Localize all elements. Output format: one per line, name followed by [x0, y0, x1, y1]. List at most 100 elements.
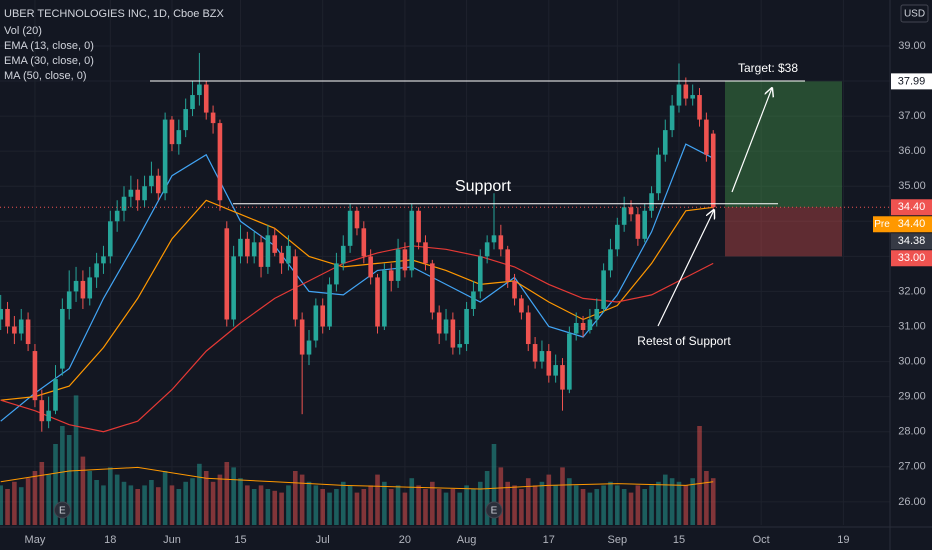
x-tick-label: Jun — [163, 534, 181, 546]
candle-body — [46, 410, 51, 422]
candle-body — [512, 280, 517, 299]
candle-body — [361, 228, 367, 257]
price-label-box — [891, 250, 932, 267]
candle-body — [464, 308, 469, 345]
target-zone — [725, 81, 842, 208]
candle-body — [251, 242, 257, 257]
candle-body — [245, 238, 250, 257]
volume-ma — [0, 466, 714, 490]
volume-bar — [320, 489, 326, 525]
grid-layer — [0, 0, 890, 525]
candle-body — [628, 207, 634, 215]
y-tick-label: 26.00 — [898, 496, 926, 508]
volume-bar — [176, 489, 182, 525]
volume-bar — [169, 485, 175, 525]
volume-bar — [546, 474, 552, 525]
candle-body — [94, 263, 99, 278]
volume-bar — [265, 489, 271, 525]
volume-bar — [231, 467, 236, 525]
currency-box[interactable] — [900, 4, 929, 23]
candle-body — [621, 207, 627, 225]
volume-bar — [25, 478, 31, 525]
candle-body — [546, 351, 552, 376]
volume-bar — [142, 485, 147, 525]
candle-body — [539, 351, 545, 362]
volume-bar — [457, 492, 463, 525]
volume-bar — [416, 485, 421, 525]
candle-body — [676, 84, 682, 106]
candle-body — [101, 256, 106, 264]
volume-bar — [334, 489, 339, 525]
volume-bar — [238, 478, 243, 525]
earnings-label: E — [491, 506, 498, 517]
volume-bar — [395, 485, 401, 525]
candle-body — [121, 196, 127, 211]
volume-bar — [155, 487, 161, 525]
candle-body — [697, 95, 702, 120]
legend-ema30: EMA (30, close, 0) — [4, 55, 94, 67]
volume-bar — [642, 489, 648, 525]
volume-bar — [683, 485, 689, 525]
volume-bar — [464, 485, 469, 525]
candle-body — [18, 319, 24, 334]
candle-body — [169, 119, 175, 145]
currency[interactable]: USD — [904, 9, 925, 20]
indicator-line — [0, 199, 714, 401]
candle-body — [327, 284, 332, 327]
indicator-layer — [0, 143, 714, 433]
volume-bar — [245, 485, 250, 525]
earnings-marker — [53, 501, 71, 519]
y-tick-label: 30.00 — [898, 355, 926, 367]
volume-bar — [46, 474, 51, 525]
candle-body — [395, 249, 401, 281]
target-arrow — [731, 88, 772, 193]
candle-body — [73, 280, 79, 292]
x-tick-label: Aug — [457, 534, 477, 546]
price-label-box — [891, 73, 932, 90]
candle-body — [615, 224, 620, 250]
candle-body — [710, 133, 716, 208]
volume-bar — [313, 485, 319, 525]
price-label: 34.40 — [898, 201, 926, 213]
price-label-box — [891, 216, 932, 233]
volume-bar — [203, 471, 209, 525]
x-tick-label: Sep — [608, 534, 628, 546]
volume-bar — [286, 485, 291, 525]
candle-body — [573, 322, 579, 334]
volume-bar — [635, 485, 641, 525]
candle-body — [375, 277, 380, 327]
volume-bar — [39, 462, 45, 525]
candle-body — [608, 249, 613, 271]
candle-body — [155, 175, 161, 194]
volume-bar — [669, 478, 675, 525]
candle-body — [430, 263, 435, 313]
candle-body — [135, 189, 141, 201]
volume-bar — [347, 485, 353, 525]
volume-bar — [149, 480, 154, 525]
candle-body — [382, 270, 387, 327]
volume-bar — [601, 485, 606, 525]
candle-body — [471, 291, 476, 309]
candle-layer — [0, 52, 716, 432]
price-label: 34.38 — [898, 235, 926, 247]
candle-body — [635, 214, 641, 239]
candle-body — [53, 379, 58, 411]
volume-bar — [484, 471, 490, 525]
volume-bar — [477, 481, 483, 525]
x-tick-label: 17 — [543, 534, 555, 546]
volume-bar — [443, 492, 449, 525]
volume-bar — [12, 481, 17, 525]
volume-bar — [553, 485, 558, 525]
candle-body — [176, 130, 182, 145]
volume-bar — [162, 471, 168, 525]
volume-bar — [53, 444, 58, 525]
candle-body — [162, 119, 168, 194]
candle-body — [272, 235, 278, 253]
y-tick-label: 35.00 — [898, 180, 926, 192]
candle-body — [587, 319, 593, 331]
candle-body — [80, 280, 86, 299]
candle-body — [347, 210, 353, 246]
candle-body — [108, 221, 113, 257]
